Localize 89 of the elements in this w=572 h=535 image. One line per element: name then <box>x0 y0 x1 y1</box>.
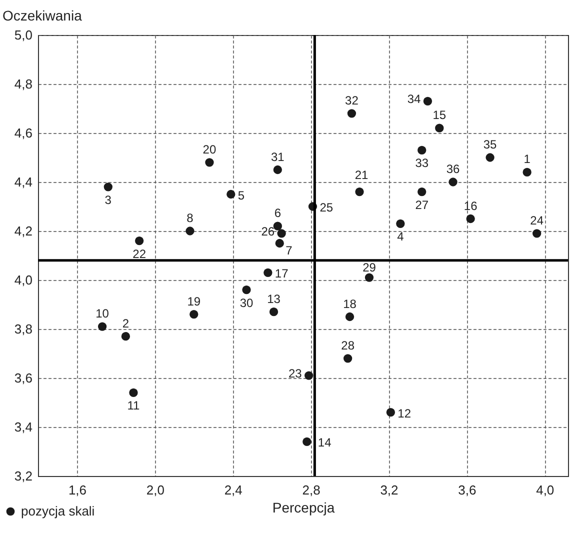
point <box>275 238 284 248</box>
annotation: 17 <box>274 266 289 281</box>
x-tick-label: 1,6 <box>68 482 87 498</box>
point <box>121 332 130 341</box>
point <box>190 310 198 319</box>
point <box>345 312 354 322</box>
annotation: 19 <box>187 294 201 308</box>
legend-label: pozycja skali <box>21 504 95 518</box>
annotation: 32 <box>345 93 359 108</box>
annotation: 18 <box>343 296 357 311</box>
point <box>532 229 542 238</box>
annotation: 14 <box>318 436 332 450</box>
annotation: 6 <box>274 206 282 220</box>
y-tick-label: 3,2 <box>14 468 32 484</box>
x-tick-label: 2,0 <box>146 482 164 498</box>
annotation: 27 <box>415 198 429 212</box>
x-tick-label: 2,4 <box>224 482 242 498</box>
annotation: 13 <box>267 292 281 306</box>
point <box>273 222 282 230</box>
x-tick-label: 3,6 <box>458 482 476 498</box>
annotation: 10 <box>96 306 110 321</box>
point <box>486 153 494 162</box>
annotation: 29 <box>362 260 376 275</box>
y-tick-label: 3,6 <box>14 370 32 386</box>
annotation: 3 <box>104 192 112 207</box>
point <box>134 236 144 246</box>
y-tick-label: 4,2 <box>14 224 32 238</box>
annotation: 28 <box>341 338 355 352</box>
annotation: 5 <box>238 188 245 202</box>
annotation: 26 <box>261 224 275 238</box>
annotation: 2 <box>122 316 130 330</box>
x-tick-label: 2,8 <box>302 482 320 498</box>
annotation: 1 <box>524 152 531 166</box>
annotation: 36 <box>446 162 460 176</box>
point <box>423 96 432 106</box>
annotation: 35 <box>483 138 498 152</box>
annotation: 34 <box>407 92 422 106</box>
annotation: 24 <box>530 213 544 228</box>
y-axis-title: Oczekiwania <box>2 8 82 24</box>
point <box>435 124 444 132</box>
y-tick-label: 4,0 <box>14 272 32 288</box>
point <box>418 146 426 154</box>
point <box>343 354 352 363</box>
point <box>264 268 272 277</box>
point <box>186 226 194 236</box>
annotation: 15 <box>432 108 446 122</box>
point <box>104 182 112 192</box>
x-tick-label: 3,2 <box>380 482 398 498</box>
point <box>269 308 278 316</box>
y-tick-label: 4,8 <box>14 76 32 92</box>
point <box>302 437 312 446</box>
x-tick-label: 4,0 <box>536 482 554 498</box>
point <box>273 165 282 174</box>
annotation: 11 <box>127 398 140 413</box>
point <box>355 187 364 196</box>
y-tick-label: 3,4 <box>14 420 32 434</box>
annotation: 33 <box>415 156 429 170</box>
annotation: 12 <box>398 406 412 420</box>
point <box>396 219 405 228</box>
point <box>129 388 138 398</box>
y-tick-label: 5,0 <box>14 28 32 42</box>
point <box>418 187 426 196</box>
y-tick-label: 4,6 <box>14 126 32 140</box>
annotation: 23 <box>288 366 302 381</box>
y-tick-label: 4,4 <box>14 174 32 190</box>
point <box>466 214 475 224</box>
y-tick-label: 3,8 <box>14 322 32 336</box>
point <box>304 371 314 380</box>
annotation: 7 <box>286 243 293 258</box>
point <box>448 178 458 186</box>
annotation: 30 <box>240 296 254 310</box>
annotation: 21 <box>354 168 368 182</box>
annotation: 22 <box>132 246 146 261</box>
annotation: 31 <box>270 150 285 164</box>
annotation: 16 <box>464 198 478 213</box>
annotation: 20 <box>202 142 216 156</box>
x-axis-title: Percepcja <box>272 500 335 516</box>
point <box>364 273 374 282</box>
annotation: 25 <box>320 200 334 214</box>
point <box>277 229 286 238</box>
point <box>522 168 532 177</box>
point <box>347 109 356 118</box>
point <box>98 322 107 331</box>
annotation: 4 <box>397 230 404 244</box>
annotation: 8 <box>186 211 194 225</box>
point <box>205 158 214 167</box>
point <box>242 285 251 294</box>
point <box>386 408 396 417</box>
point <box>226 190 236 199</box>
